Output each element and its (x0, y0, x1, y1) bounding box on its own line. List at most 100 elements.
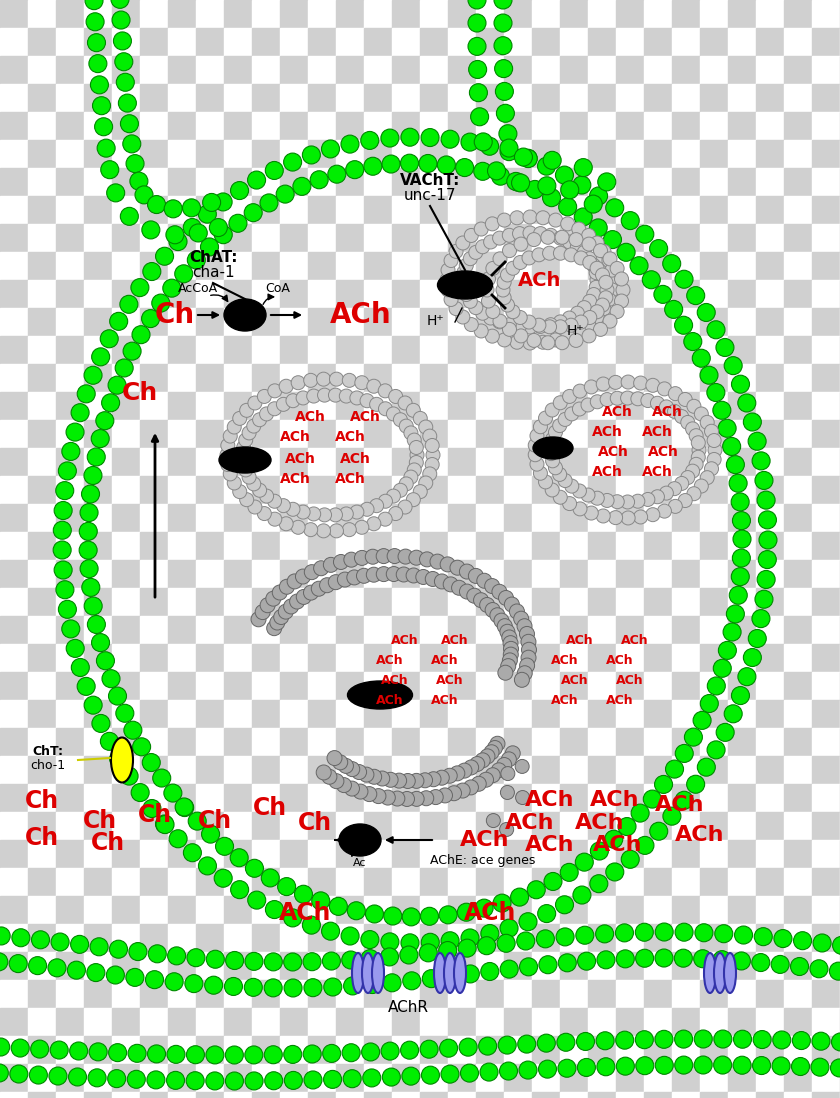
Bar (588, 1093, 616, 1098)
Bar (672, 1008, 700, 1037)
Bar (336, 701, 364, 728)
Circle shape (675, 316, 693, 334)
Bar (448, 365, 476, 392)
Circle shape (423, 429, 437, 444)
Circle shape (460, 1064, 479, 1083)
Circle shape (606, 273, 620, 287)
Bar (812, 309, 840, 336)
Circle shape (56, 581, 74, 598)
Bar (308, 392, 336, 421)
Bar (0, 0, 28, 29)
Bar (672, 448, 700, 477)
Bar (28, 336, 56, 365)
Bar (280, 477, 308, 504)
Bar (392, 280, 420, 309)
Circle shape (813, 934, 831, 952)
Circle shape (175, 265, 192, 283)
Bar (644, 141, 672, 168)
Bar (672, 616, 700, 645)
Circle shape (115, 53, 133, 70)
Circle shape (183, 843, 202, 862)
Bar (112, 840, 140, 869)
Circle shape (113, 32, 131, 49)
Bar (560, 616, 588, 645)
Bar (420, 616, 448, 645)
Circle shape (611, 391, 624, 405)
Circle shape (527, 233, 541, 247)
Circle shape (108, 1069, 126, 1088)
Circle shape (382, 155, 400, 173)
Circle shape (343, 373, 356, 388)
Circle shape (486, 217, 499, 231)
Circle shape (713, 659, 732, 677)
Circle shape (486, 304, 500, 318)
Bar (672, 141, 700, 168)
Circle shape (541, 231, 555, 244)
Bar (504, 757, 532, 784)
Bar (532, 925, 560, 952)
Circle shape (573, 886, 591, 904)
Bar (728, 1093, 756, 1098)
Bar (812, 560, 840, 589)
Bar (56, 952, 84, 981)
Bar (728, 672, 756, 701)
Bar (588, 224, 616, 253)
Bar (784, 365, 812, 392)
Bar (84, 645, 112, 672)
Circle shape (464, 251, 477, 266)
Circle shape (475, 133, 492, 150)
Bar (392, 365, 420, 392)
Bar (644, 29, 672, 56)
Text: ACh: ACh (525, 789, 575, 810)
Ellipse shape (704, 953, 716, 993)
Circle shape (569, 233, 583, 247)
Circle shape (346, 160, 364, 179)
Circle shape (316, 765, 331, 780)
Bar (112, 701, 140, 728)
Bar (728, 645, 756, 672)
Circle shape (575, 208, 592, 226)
Bar (756, 448, 784, 477)
Bar (700, 504, 728, 533)
Text: ACh: ACh (622, 634, 648, 647)
Bar (56, 504, 84, 533)
Bar (448, 29, 476, 56)
Bar (644, 925, 672, 952)
Circle shape (689, 428, 703, 442)
Text: Ch: Ch (122, 381, 158, 405)
Circle shape (456, 273, 470, 287)
Bar (56, 1064, 84, 1093)
Bar (280, 589, 308, 616)
Bar (336, 0, 364, 29)
Circle shape (425, 438, 439, 452)
Bar (560, 533, 588, 560)
Circle shape (186, 1045, 204, 1064)
Bar (532, 784, 560, 813)
Bar (756, 253, 784, 280)
Bar (420, 85, 448, 112)
Bar (392, 168, 420, 197)
Circle shape (123, 721, 142, 739)
Circle shape (29, 1066, 47, 1084)
Bar (448, 840, 476, 869)
Bar (560, 392, 588, 421)
Circle shape (572, 222, 585, 236)
Bar (28, 840, 56, 869)
Bar (672, 840, 700, 869)
Circle shape (772, 1057, 790, 1075)
Bar (28, 29, 56, 56)
Bar (224, 672, 252, 701)
Bar (476, 672, 504, 701)
Circle shape (610, 261, 624, 276)
Bar (756, 309, 784, 336)
Circle shape (188, 813, 206, 830)
Circle shape (582, 237, 596, 251)
Bar (476, 280, 504, 309)
Bar (504, 224, 532, 253)
Bar (672, 1064, 700, 1093)
Circle shape (278, 877, 296, 896)
Circle shape (544, 447, 559, 461)
Circle shape (123, 343, 141, 360)
Bar (392, 29, 420, 56)
Bar (252, 477, 280, 504)
